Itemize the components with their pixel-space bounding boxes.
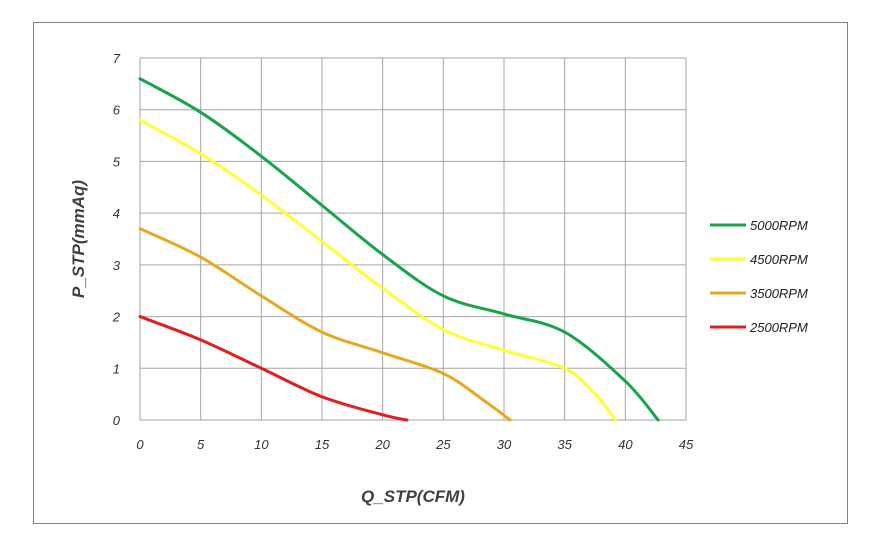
x-tick-label: 15	[315, 437, 330, 452]
y-tick-label: 4	[113, 206, 120, 221]
legend-label-5000rpm: 5000RPM	[750, 218, 808, 233]
x-tick-label: 5	[197, 437, 205, 452]
series-line-5000rpm	[138, 77, 660, 422]
legend-label-2500rpm: 2500RPM	[749, 320, 808, 335]
series-line-2500rpm	[138, 315, 409, 422]
series-lines	[138, 77, 660, 422]
plot-area	[139, 57, 687, 421]
x-tick-label: 25	[435, 437, 451, 452]
x-tick-label: 10	[254, 437, 269, 452]
chart-frame: 0 5 10 15 20 25 30 35 40 45 0 1 2 3 4 5 6 7 5000RPM 4500RP…	[33, 22, 848, 524]
legend-label-3500rpm: 3500RPM	[750, 286, 808, 301]
x-tick-label: 35	[557, 437, 572, 452]
grid	[139, 57, 687, 421]
y-tick-label: 3	[113, 258, 121, 273]
x-tick-label: 30	[497, 437, 512, 452]
series-line-3500rpm	[138, 227, 512, 422]
y-tick-label: 2	[112, 310, 121, 325]
x-tick-label: 45	[679, 437, 694, 452]
x-tick-label: 20	[374, 437, 390, 452]
legend: 5000RPM 4500RPM 3500RPM 2500RPM	[710, 218, 808, 335]
x-tick-label: 0	[136, 437, 144, 452]
y-tick-label: 7	[113, 51, 121, 66]
x-axis-title: Q_STP(CFM)	[361, 487, 465, 506]
y-tick-label: 0	[113, 413, 121, 428]
y-axis-title: P_STP(mmAq)	[69, 180, 88, 298]
series-line-4500rpm	[138, 118, 618, 422]
legend-label-4500rpm: 4500RPM	[750, 252, 808, 267]
x-tick-label: 40	[618, 437, 633, 452]
y-tick-label: 1	[113, 361, 120, 376]
y-tick-label: 5	[113, 154, 121, 169]
y-tick-label: 6	[113, 103, 121, 118]
